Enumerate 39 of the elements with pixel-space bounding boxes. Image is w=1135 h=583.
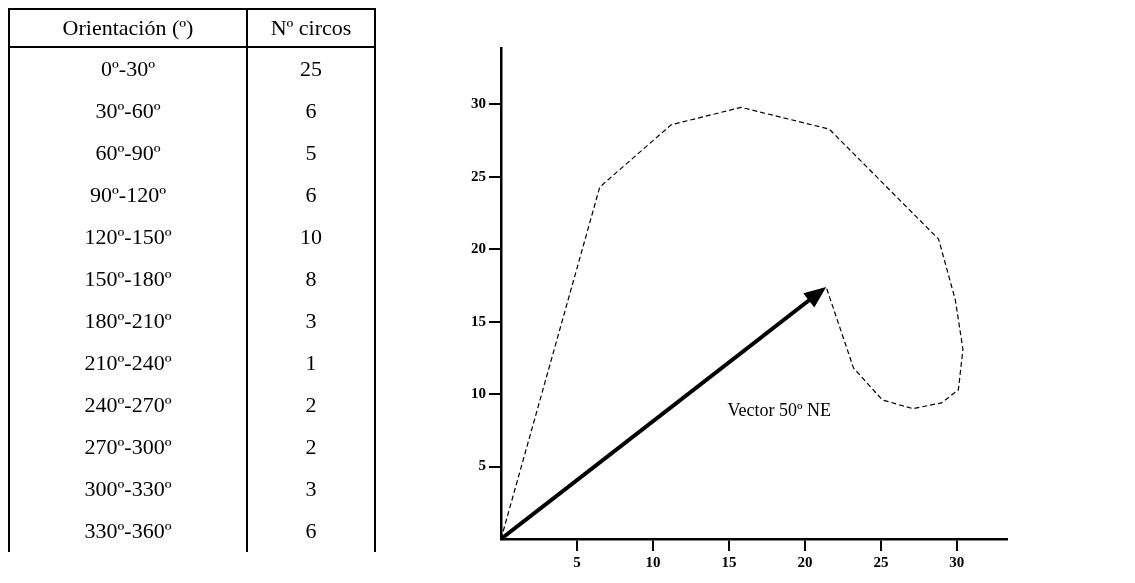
x-tick-label: 15 xyxy=(721,553,737,570)
category-label: 150º-180º xyxy=(9,258,247,300)
data-label: 10 xyxy=(247,216,375,258)
x-tick-label: 25 xyxy=(873,553,889,570)
category-label: 60º-90º xyxy=(9,132,247,174)
annotation: Vector 50º NE xyxy=(727,400,832,421)
data-label: 1 xyxy=(247,342,375,384)
data-label: 6 xyxy=(247,90,375,132)
y-tick-label: 30 xyxy=(471,95,486,112)
text: Nº circos xyxy=(247,9,375,47)
y-tick-label: 15 xyxy=(471,312,486,329)
x-tick-label: 5 xyxy=(573,553,581,570)
data-label: 6 xyxy=(247,510,375,552)
category-label: 240º-270º xyxy=(9,384,247,426)
y-tick-label: 5 xyxy=(478,457,486,474)
x-tick-label: 20 xyxy=(797,553,813,570)
y-tick-label: 10 xyxy=(471,385,486,402)
category-label: 210º-240º xyxy=(9,342,247,384)
category-label: 0º-30º xyxy=(9,47,247,90)
text: Orientación (º) xyxy=(9,9,247,47)
category-label: 90º-120º xyxy=(9,174,247,216)
data-label: 2 xyxy=(247,384,375,426)
category-label: 300º-330º xyxy=(9,468,247,510)
category-label: 330º-360º xyxy=(9,510,247,552)
data-label: 6 xyxy=(247,174,375,216)
y-tick-label: 25 xyxy=(471,167,486,184)
category-label: 120º-150º xyxy=(9,216,247,258)
data-label: 5 xyxy=(247,132,375,174)
data-label: 3 xyxy=(247,468,375,510)
data-label: 25 xyxy=(247,47,375,90)
category-label: 30º-60º xyxy=(9,90,247,132)
data-label: 8 xyxy=(247,258,375,300)
y-tick-label: 20 xyxy=(471,240,486,257)
category-label: 180º-210º xyxy=(9,300,247,342)
category-label: 270º-300º xyxy=(9,426,247,468)
data-label: 3 xyxy=(247,300,375,342)
data-label: 2 xyxy=(247,426,375,468)
x-tick-label: 30 xyxy=(949,553,965,570)
x-tick-label: 10 xyxy=(645,553,661,570)
